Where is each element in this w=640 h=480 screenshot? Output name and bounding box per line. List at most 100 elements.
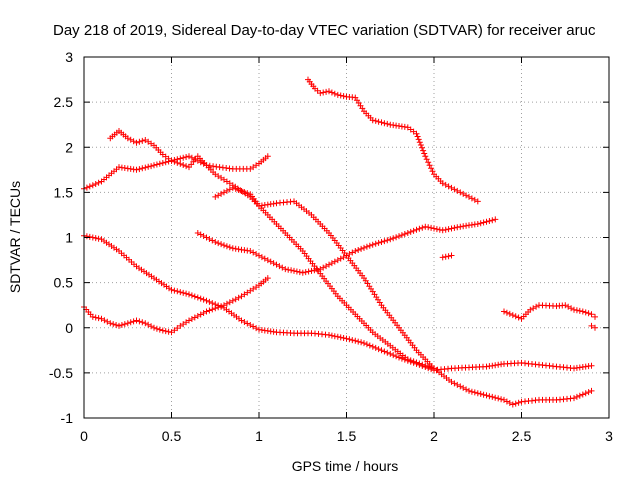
data-point	[188, 154, 195, 161]
data-point	[492, 394, 499, 401]
x-tick-label: 2	[430, 428, 438, 444]
data-point	[426, 162, 433, 169]
data-point	[218, 190, 225, 197]
data-point	[235, 294, 242, 301]
data-point	[127, 136, 134, 143]
data-point	[378, 239, 385, 245]
data-point	[323, 88, 330, 95]
data-point	[124, 320, 131, 327]
data-point	[384, 237, 391, 244]
data-point	[419, 363, 426, 369]
y-axis-label: SDTVAR / TECUs	[7, 181, 23, 293]
y-tick-label: -0.5	[49, 365, 73, 381]
data-point	[133, 317, 140, 324]
data-point	[218, 303, 225, 310]
data-point	[118, 322, 125, 328]
data-point	[369, 343, 376, 350]
data-point	[562, 302, 569, 309]
data-point	[232, 185, 239, 192]
data-point	[576, 307, 583, 314]
data-point	[366, 242, 373, 249]
data-point	[474, 390, 481, 397]
data-point	[419, 144, 425, 151]
x-tick-label: 1.5	[337, 428, 357, 444]
data-point	[261, 255, 268, 262]
data-point	[582, 309, 589, 316]
data-point	[299, 269, 306, 276]
data-point	[183, 163, 190, 170]
data-point	[226, 299, 233, 306]
data-point	[244, 320, 251, 327]
data-point	[311, 267, 318, 274]
data-point	[439, 254, 446, 261]
data-point	[83, 233, 90, 240]
data-point	[180, 154, 187, 161]
data-point	[326, 261, 332, 268]
data-point	[162, 328, 169, 335]
series-arc-6	[212, 184, 595, 408]
data-point	[442, 181, 449, 188]
data-point	[168, 286, 175, 293]
data-point	[95, 235, 102, 242]
data-point	[145, 321, 152, 328]
data-point	[197, 159, 204, 166]
data-point	[151, 162, 157, 169]
data-point	[151, 324, 157, 331]
data-point	[247, 248, 254, 254]
data-point	[159, 327, 166, 334]
data-point	[264, 153, 271, 160]
data-point	[495, 395, 502, 402]
data-point	[95, 179, 102, 186]
y-tick-label: 3	[65, 49, 73, 65]
data-point	[145, 163, 152, 170]
data-point	[588, 387, 595, 394]
data-point	[425, 224, 432, 231]
data-point	[390, 352, 397, 359]
data-point	[445, 183, 452, 190]
data-point	[361, 340, 367, 347]
data-point	[460, 384, 467, 391]
data-point	[573, 307, 580, 314]
data-point	[390, 235, 397, 242]
data-point	[413, 360, 420, 367]
data-point	[363, 341, 370, 348]
data-point	[372, 344, 379, 351]
data-point	[416, 225, 423, 232]
data-point	[331, 333, 338, 340]
data-point	[206, 298, 213, 305]
data-point	[483, 392, 490, 399]
data-point	[448, 184, 455, 191]
data-point	[588, 311, 595, 318]
data-point	[489, 217, 496, 224]
data-point	[337, 334, 344, 341]
data-point	[328, 260, 335, 267]
data-point	[466, 387, 472, 394]
data-point	[422, 223, 429, 230]
data-point	[445, 253, 452, 260]
data-point	[492, 216, 499, 223]
data-point	[401, 356, 408, 363]
x-tick-label: 1	[255, 428, 263, 444]
data-point	[372, 117, 379, 124]
data-point	[86, 233, 93, 240]
series-arc-2	[107, 128, 437, 372]
data-point	[197, 231, 204, 238]
series-arc-9	[501, 302, 598, 322]
data-point	[320, 89, 327, 96]
data-point	[171, 158, 178, 165]
data-point	[282, 266, 289, 273]
x-axis-label: GPS time / hours	[292, 458, 399, 474]
data-point	[194, 294, 201, 301]
data-point	[468, 195, 475, 202]
data-point	[92, 235, 99, 242]
data-point	[320, 264, 327, 271]
data-point	[375, 239, 382, 246]
data-point	[349, 337, 356, 344]
series-arc-5	[194, 216, 499, 276]
data-point	[206, 307, 213, 314]
data-point	[142, 320, 149, 327]
series-arc-4	[81, 275, 271, 336]
data-point	[209, 300, 216, 307]
data-point	[501, 308, 507, 315]
y-tick-label: 2.5	[54, 94, 74, 110]
